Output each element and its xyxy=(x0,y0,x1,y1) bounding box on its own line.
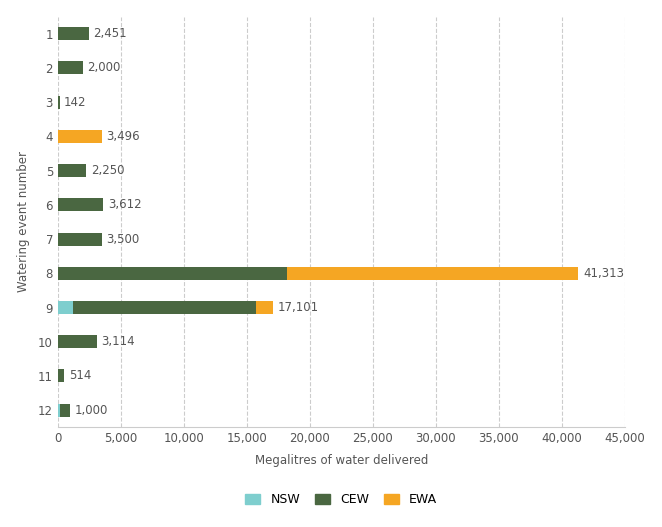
Bar xyxy=(58,369,64,383)
Text: 3,500: 3,500 xyxy=(107,232,140,246)
Bar xyxy=(73,301,256,314)
Bar xyxy=(58,335,97,348)
Bar xyxy=(58,301,73,314)
Bar xyxy=(287,267,579,280)
Bar xyxy=(58,164,86,177)
Text: 3,496: 3,496 xyxy=(107,130,140,143)
Text: 1,000: 1,000 xyxy=(75,404,109,417)
Bar xyxy=(58,62,83,74)
Text: 514: 514 xyxy=(69,369,91,383)
Bar xyxy=(58,267,287,280)
Bar xyxy=(58,130,102,143)
Bar xyxy=(60,404,70,417)
Text: 2,451: 2,451 xyxy=(93,27,127,40)
Text: 142: 142 xyxy=(64,96,87,109)
Text: 2,250: 2,250 xyxy=(91,164,124,177)
X-axis label: Megalitres of water delivered: Megalitres of water delivered xyxy=(255,454,428,466)
Legend: NSW, CEW, EWA: NSW, CEW, EWA xyxy=(240,489,442,511)
Y-axis label: Watering event number: Watering event number xyxy=(17,151,30,292)
Bar xyxy=(58,198,103,211)
Text: 2,000: 2,000 xyxy=(87,62,121,74)
Bar xyxy=(58,404,60,417)
Bar xyxy=(58,232,102,246)
Text: 3,612: 3,612 xyxy=(108,198,142,211)
Text: 41,313: 41,313 xyxy=(583,267,624,280)
Bar xyxy=(58,96,60,109)
Bar xyxy=(256,301,273,314)
Text: 3,114: 3,114 xyxy=(101,335,135,348)
Text: 17,101: 17,101 xyxy=(278,301,319,314)
Bar xyxy=(58,27,89,40)
